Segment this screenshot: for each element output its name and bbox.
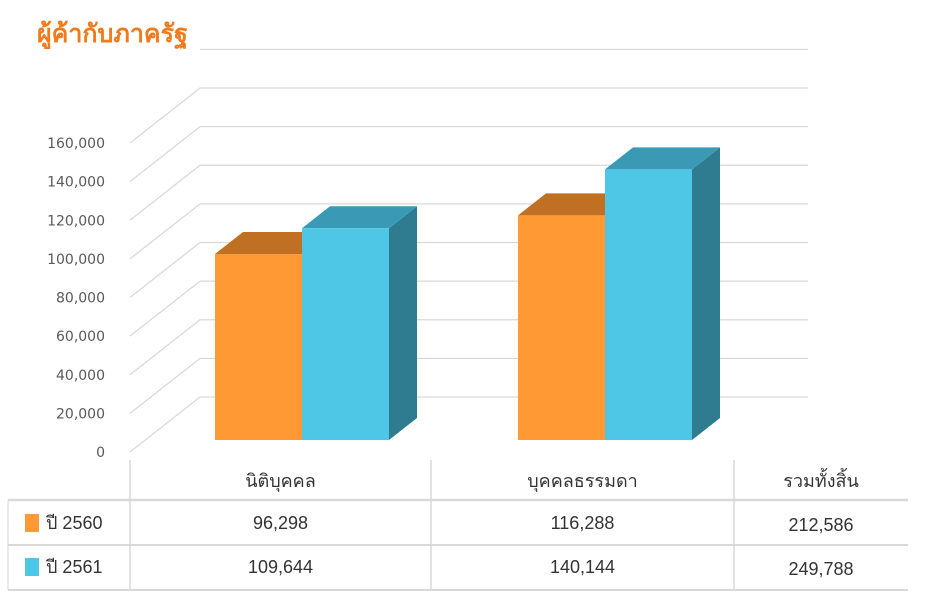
table-header-2: รวมทั้งสิ้น: [783, 471, 859, 492]
cell: 140,144: [549, 557, 616, 578]
table-header-cell: บุคคลธรรมดา: [433, 459, 732, 501]
y-tick-label: 20,000: [56, 406, 105, 422]
y-tick-label: 0: [96, 445, 105, 461]
y-tick-label: 60,000: [56, 329, 105, 345]
bar-top: [302, 206, 417, 229]
gridline: [129, 125, 808, 183]
table-header-cell: นิติบุคคล: [132, 459, 429, 501]
y-tick-label: 160,000: [47, 136, 105, 152]
table-cell: 96,298: [132, 501, 429, 543]
cell: 96,298: [252, 513, 309, 534]
table-header-0: นิติบุคคล: [245, 471, 316, 492]
cell: 109,644: [247, 557, 314, 578]
y-tick-label: 140,000: [47, 175, 105, 191]
y-tick-label: 120,000: [47, 213, 105, 229]
row-label: ปี 2561: [46, 557, 103, 578]
bar-side: [692, 147, 720, 440]
y-tick-label: 40,000: [56, 368, 105, 384]
table-cell: 212,586: [736, 503, 906, 545]
bar-top: [215, 232, 330, 255]
chart-title: ผู้ค้ากับภาครัฐ: [37, 20, 188, 48]
row-label-cell: ปี 2561: [46, 545, 126, 587]
y-tick-label: 100,000: [47, 252, 105, 268]
bar-top: [605, 147, 720, 170]
legend-swatch-2561: [25, 558, 39, 576]
bar-side: [389, 206, 417, 440]
bar: [215, 254, 302, 440]
bar: [518, 215, 605, 440]
bar-top: [518, 193, 633, 216]
gridline: [129, 164, 808, 221]
legend-swatch-2560: [25, 514, 39, 532]
bar: [605, 169, 692, 440]
table-header-1: บุคคลธรรมดา: [527, 471, 638, 492]
row-label-cell: ปี 2560: [46, 501, 126, 543]
table-cell: 140,144: [433, 545, 732, 587]
gridline: [129, 87, 808, 144]
table-header-cell: รวมทั้งสิ้น: [736, 459, 906, 501]
cell: 212,586: [788, 515, 854, 536]
bar: [302, 228, 389, 440]
y-tick-label: 80,000: [56, 291, 105, 307]
row-label: ปี 2560: [46, 513, 103, 534]
table-cell: 249,788: [736, 547, 906, 589]
cell: 249,788: [788, 559, 854, 580]
table-cell: 116,288: [433, 501, 732, 543]
table-cell: 109,644: [132, 545, 429, 587]
cell: 116,288: [550, 513, 615, 534]
